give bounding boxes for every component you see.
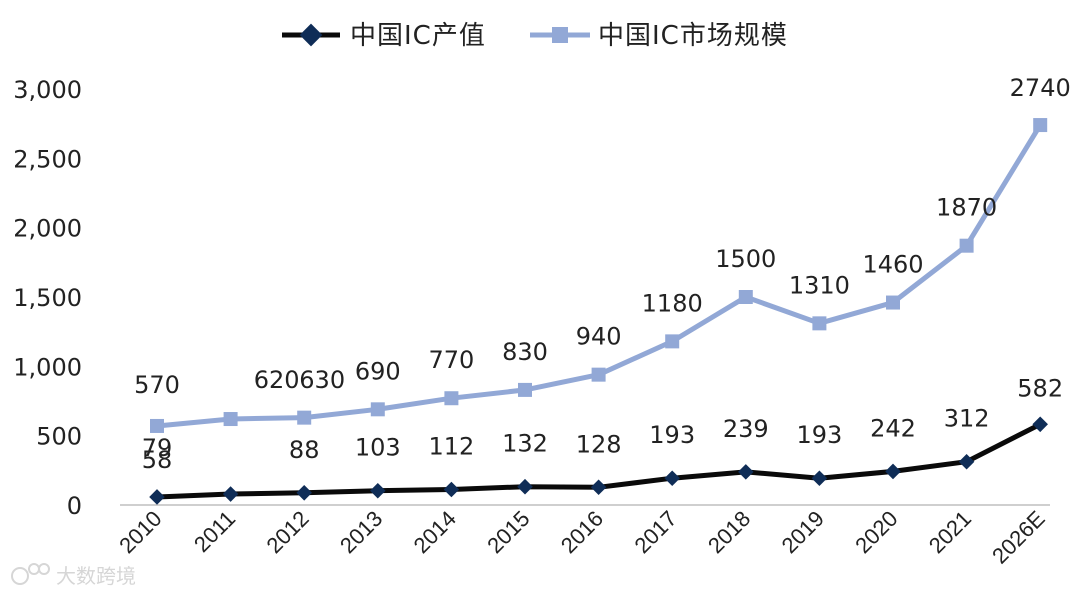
legend-label-ic-market: 中国IC市场规模 xyxy=(598,21,788,51)
x-tick-label: 2012 xyxy=(261,506,313,558)
data-label-ic-market: 620 xyxy=(254,366,300,394)
x-tick-label: 2018 xyxy=(703,506,755,558)
point-ic-output xyxy=(222,486,239,502)
point-ic-market xyxy=(812,316,827,331)
point-ic-market xyxy=(665,334,680,349)
data-label-ic-output: 128 xyxy=(576,430,622,458)
legend-item-ic-market: 中国IC市场规模 xyxy=(530,21,788,51)
y-axis-ticks: 0 500 1,000 1,500 2,000 2,500 3,000 xyxy=(13,76,82,520)
point-ic-market xyxy=(1033,118,1048,133)
point-ic-output xyxy=(811,470,828,487)
y-tick-label: 2,500 xyxy=(13,145,82,173)
point-ic-output xyxy=(296,485,312,501)
data-label-ic-output: 312 xyxy=(944,405,990,433)
point-ic-output xyxy=(885,463,901,480)
data-label-ic-output: 112 xyxy=(428,432,474,460)
point-ic-market xyxy=(150,418,164,433)
y-tick-label: 3,000 xyxy=(13,76,82,104)
data-label-ic-market: 630 xyxy=(299,366,345,394)
watermark-logo-icon xyxy=(11,563,50,585)
y-tick-label: 1,500 xyxy=(13,284,82,312)
legend-label-ic-output: 中国IC产值 xyxy=(350,21,486,51)
point-ic-market xyxy=(886,295,900,310)
data-label-ic-output: 58 xyxy=(142,446,173,474)
y-tick-label: 500 xyxy=(36,423,82,451)
x-tick-label: 2016 xyxy=(556,506,608,558)
data-label-ic-output: 132 xyxy=(502,430,548,458)
x-tick-label: 2019 xyxy=(777,506,829,558)
data-label-ic-market: 1870 xyxy=(936,194,997,222)
y-tick-label: 1,000 xyxy=(13,353,82,381)
x-tick-label: 2020 xyxy=(850,506,902,558)
x-axis-ticks: 2010 2011 2012 2013 2014 2015 2016 2017 2018 2019… xyxy=(114,506,1049,569)
point-ic-market xyxy=(518,382,532,397)
point-ic-output xyxy=(590,479,607,496)
point-ic-market xyxy=(591,367,606,382)
x-tick-label: 2017 xyxy=(629,506,681,558)
x-tick-label: 2021 xyxy=(924,506,976,558)
data-label-ic-output: 103 xyxy=(355,434,401,462)
point-ic-output xyxy=(517,478,533,495)
point-ic-market xyxy=(738,290,753,304)
point-ic-output xyxy=(370,482,386,499)
legend: 中国IC产值 中国IC市场规模 xyxy=(282,21,788,51)
point-ic-output xyxy=(149,489,165,505)
point-ic-market xyxy=(370,402,385,417)
x-tick-label: 2011 xyxy=(189,506,240,557)
data-label-ic-market: 1180 xyxy=(642,289,703,317)
watermark-text: 大数跨境 xyxy=(56,564,136,588)
y-tick-label: 2,000 xyxy=(13,215,82,243)
data-label-ic-output: 193 xyxy=(649,421,695,449)
data-label-ic-market: 830 xyxy=(502,338,548,366)
legend-item-ic-output: 中国IC产值 xyxy=(282,21,486,51)
point-ic-market xyxy=(223,412,238,427)
legend-swatch-ic-output-marker xyxy=(299,23,323,47)
y-tick-label: 0 xyxy=(67,492,82,520)
data-label-ic-output: 193 xyxy=(796,421,842,449)
x-tick-label: 2015 xyxy=(482,506,534,558)
point-ic-output xyxy=(443,481,460,498)
point-ic-output xyxy=(738,464,754,480)
data-label-ic-market: 2740 xyxy=(1010,74,1071,102)
point-ic-market xyxy=(444,391,459,406)
data-label-ic-output: 582 xyxy=(1017,374,1063,402)
point-ic-market xyxy=(297,410,312,425)
x-tick-label: 2014 xyxy=(409,506,461,558)
data-label-ic-market: 570 xyxy=(134,371,180,399)
data-label-ic-market: 690 xyxy=(355,357,401,385)
data-label-ic-output: 239 xyxy=(723,415,769,443)
data-label-ic-market: 1460 xyxy=(862,251,923,279)
point-ic-market xyxy=(959,238,974,253)
x-tick-label: 2013 xyxy=(335,506,387,558)
data-label-ic-output: 79 xyxy=(142,434,173,462)
point-ic-output xyxy=(1032,416,1048,433)
point-ic-output xyxy=(664,470,680,487)
legend-swatch-ic-market-marker xyxy=(552,27,568,43)
data-label-ic-market: 940 xyxy=(576,323,622,351)
data-label-ic-output: 242 xyxy=(870,414,916,442)
x-tick-label: 2010 xyxy=(114,506,166,558)
data-label-ic-market: 1500 xyxy=(715,245,776,273)
data-label-ic-output: 88 xyxy=(289,436,320,464)
data-label-ic-market: 770 xyxy=(428,346,474,374)
data-label-ic-market: 1310 xyxy=(789,271,850,299)
x-tick-label: 2026E xyxy=(987,506,1050,569)
watermark: 大数跨境 xyxy=(11,563,136,588)
